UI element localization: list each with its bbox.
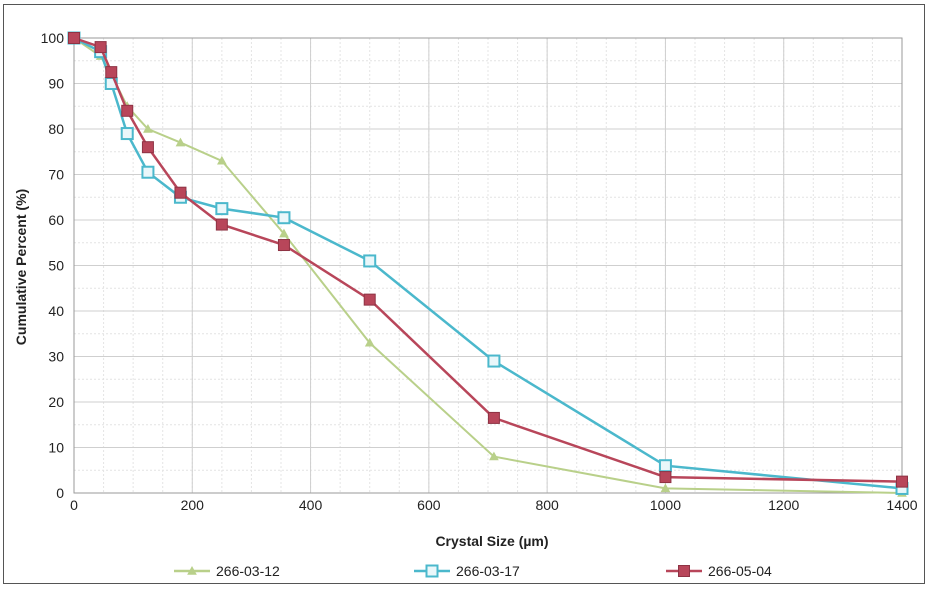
line-chart: 0 200 400 600 800 1000 1200 1400 0 10 20 30 40 50 60 70… (13, 30, 918, 579)
data-point (487, 411, 500, 424)
axis-ticks: 0 200 400 600 800 1000 1200 1400 0 10 20 30 40 50 60 70… (41, 30, 918, 513)
data-point (277, 239, 290, 252)
data-point (896, 475, 908, 488)
data-point (141, 165, 155, 179)
legend-label: 266-05-04 (708, 563, 772, 579)
x-tick-label: 1200 (768, 497, 799, 513)
data-point (121, 104, 134, 117)
data-point (94, 41, 107, 54)
data-point (279, 228, 289, 238)
data-point (277, 211, 291, 225)
data-point (174, 186, 187, 199)
data-point (120, 127, 134, 141)
data-point (658, 459, 672, 473)
x-tick-label: 200 (181, 497, 205, 513)
data-point (659, 471, 672, 484)
legend: 266-03-12 266-03-17 266-05-04 (174, 563, 772, 579)
series-266-05-04 (68, 32, 908, 488)
data-point (68, 32, 80, 44)
data-point (660, 483, 671, 493)
y-tick-label: 10 (48, 440, 64, 456)
data-point (364, 337, 375, 347)
data-point (363, 293, 376, 306)
x-tick-label: 800 (535, 497, 559, 513)
y-tick-label: 70 (48, 167, 64, 183)
legend-item: 266-05-04 (666, 563, 772, 579)
data-point (363, 254, 377, 268)
y-tick-label: 50 (48, 258, 64, 274)
y-tick-label: 90 (48, 76, 64, 92)
x-tick-label: 1400 (886, 497, 917, 513)
data-point (141, 141, 154, 154)
grid (73, 37, 903, 494)
y-tick-label: 0 (56, 485, 64, 501)
data-point (143, 123, 153, 133)
data-point (425, 564, 439, 578)
data-point (217, 155, 227, 165)
plot-area (73, 37, 903, 494)
x-tick-label: 1000 (650, 497, 681, 513)
data-point (215, 202, 229, 216)
y-tick-label: 60 (48, 212, 64, 228)
data-point (489, 451, 499, 461)
y-tick-label: 30 (48, 349, 64, 365)
y-tick-label: 20 (48, 394, 64, 410)
legend-item: 266-03-12 (174, 563, 280, 579)
y-tick-label: 80 (48, 121, 64, 137)
x-axis-label: Crystal Size (µm) (435, 533, 548, 549)
legend-item: 266-03-17 (414, 563, 520, 579)
legend-label: 266-03-17 (456, 563, 520, 579)
y-axis-label: Cumulative Percent (%) (13, 189, 29, 345)
data-point (487, 354, 501, 368)
chart-frame: 0 200 400 600 800 1000 1200 1400 0 10 20 30 40 50 60 70… (3, 4, 925, 584)
y-tick-label: 40 (48, 303, 64, 319)
x-tick-label: 600 (417, 497, 441, 513)
data-point (187, 565, 197, 575)
x-tick-label: 400 (299, 497, 323, 513)
legend-label: 266-03-12 (216, 563, 280, 579)
data-point (175, 137, 186, 147)
x-tick-label: 0 (70, 497, 78, 513)
series-layer (67, 31, 909, 497)
data-point (215, 218, 228, 231)
data-point (678, 565, 690, 577)
y-tick-label: 100 (41, 30, 65, 46)
data-point (105, 66, 118, 79)
